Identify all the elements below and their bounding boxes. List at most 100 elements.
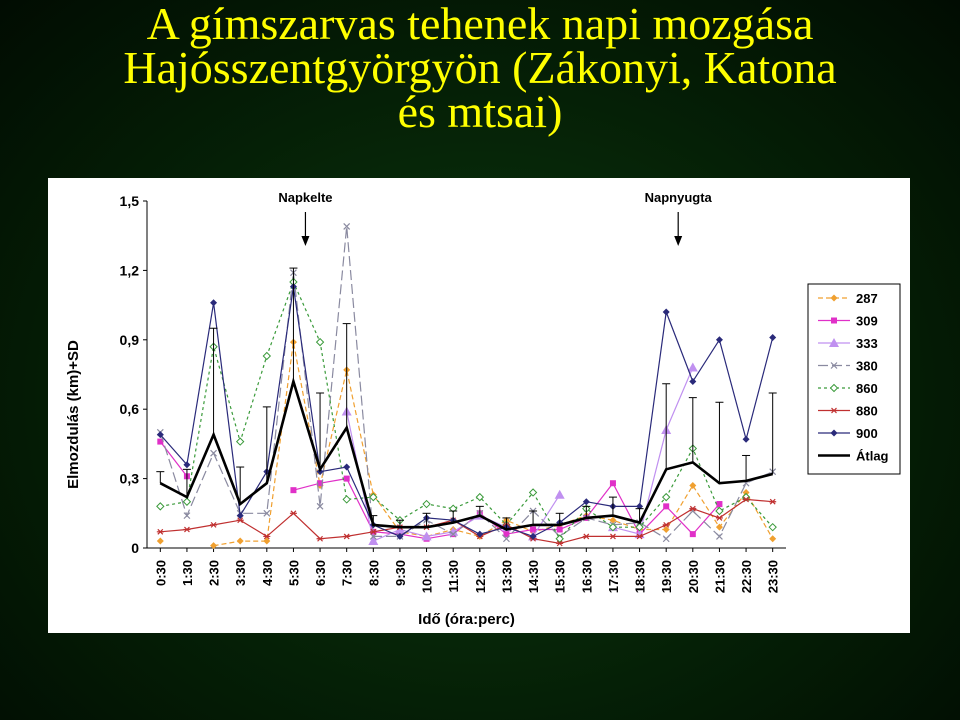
data-point	[662, 308, 670, 316]
data-point	[662, 535, 670, 543]
y-tick-label: 0	[131, 540, 139, 556]
x-tick-label: 16:30	[579, 560, 594, 593]
data-point	[368, 536, 379, 546]
series-Átlag	[156, 267, 777, 531]
data-point	[769, 333, 777, 341]
x-tick-label: 4:30	[260, 560, 275, 586]
data-point	[156, 537, 164, 545]
data-point	[235, 437, 245, 446]
data-point	[554, 489, 565, 499]
data-point	[528, 488, 538, 497]
data-point	[635, 522, 644, 532]
data-point	[342, 495, 351, 504]
x-tick-label: 8:30	[366, 560, 381, 586]
x-tick-label: 21:30	[712, 560, 727, 593]
data-point	[183, 512, 191, 520]
data-point	[343, 533, 351, 540]
data-point	[369, 528, 377, 535]
data-point	[582, 498, 590, 506]
data-point	[422, 499, 431, 509]
data-point	[768, 522, 777, 532]
legend-swatch-marker	[830, 429, 838, 437]
annotation-arrow-head	[301, 236, 310, 246]
data-point	[742, 488, 750, 496]
data-point	[183, 461, 191, 469]
legend-swatch-marker	[830, 294, 838, 302]
legend-label: 309	[856, 314, 878, 329]
x-tick-label: 2:30	[207, 560, 222, 586]
data-point	[687, 362, 698, 372]
data-point	[556, 540, 564, 547]
data-point	[343, 463, 351, 471]
series-line	[160, 280, 774, 540]
legend-label: 380	[856, 359, 878, 374]
data-point	[608, 522, 618, 532]
legend-swatch-marker	[831, 317, 837, 324]
x-tick-label: 18:30	[633, 560, 648, 593]
title-line-1: A gímszarvas tehenek napi mozgása	[146, 0, 814, 49]
data-point	[156, 431, 164, 439]
legend-label: 880	[856, 404, 878, 419]
chart-panel: 0 0,3 0,6 0,9 1,2 1,5 0:30 1:30 2:30 3:30 4:30 5:30…	[48, 178, 910, 633]
data-point	[715, 506, 724, 516]
data-point	[609, 533, 617, 540]
y-tick-label: 0,3	[120, 471, 140, 487]
series-line	[159, 376, 774, 531]
data-point	[769, 498, 777, 505]
x-tick-label: 13:30	[499, 560, 514, 593]
data-point	[609, 480, 616, 487]
data-point	[663, 503, 670, 510]
data-point	[369, 492, 378, 502]
data-point	[555, 534, 564, 543]
x-tick-label: 23:30	[766, 560, 781, 593]
data-point	[343, 475, 350, 482]
y-axis-label: Elmozdulás (km)+SD	[65, 340, 82, 489]
data-point	[689, 482, 697, 490]
data-point	[210, 299, 218, 307]
data-point	[183, 526, 191, 533]
data-point	[636, 533, 644, 540]
x-tick-label: 0:30	[153, 560, 168, 586]
data-point	[343, 223, 351, 230]
series-line	[160, 498, 773, 545]
data-point	[503, 535, 510, 543]
data-point	[210, 521, 218, 528]
data-point	[236, 537, 244, 545]
legend-box	[807, 283, 901, 475]
y-tick-label: 1,5	[120, 193, 140, 209]
data-point	[529, 532, 537, 540]
x-axis-label: Idő (óra:perc)	[418, 611, 515, 628]
data-point	[716, 501, 723, 508]
series-line	[159, 226, 773, 540]
x-tick-label: 19:30	[659, 560, 674, 593]
x-tick-label: 11:30	[446, 560, 461, 593]
x-tick-label: 1:30	[180, 560, 195, 586]
x-tick-label: 17:30	[606, 560, 621, 593]
data-point	[556, 526, 563, 533]
y-tick-label: 0,9	[120, 332, 140, 348]
data-point	[394, 524, 405, 534]
legend-swatch-marker	[830, 407, 838, 414]
data-point	[742, 435, 750, 443]
annotation-label: Napnyugta	[645, 190, 713, 205]
data-point	[156, 528, 164, 535]
data-point	[661, 492, 671, 502]
x-tick-label: 9:30	[393, 560, 408, 586]
data-point	[530, 526, 537, 533]
x-tick-label: 15:30	[553, 560, 568, 593]
legend-label: 333	[856, 336, 878, 351]
data-point	[290, 487, 297, 494]
series-880	[156, 496, 777, 547]
data-point	[448, 526, 459, 536]
data-point	[662, 521, 670, 528]
data-point	[316, 535, 324, 542]
data-point	[236, 517, 244, 524]
data-point	[689, 531, 696, 538]
y-tick-label: 1,2	[120, 262, 140, 278]
x-tick-label: 12:30	[473, 560, 488, 593]
series-860	[156, 277, 777, 543]
annotation-arrow-head	[674, 236, 683, 246]
data-point	[503, 531, 510, 538]
data-point	[210, 542, 218, 550]
data-point	[449, 530, 457, 538]
